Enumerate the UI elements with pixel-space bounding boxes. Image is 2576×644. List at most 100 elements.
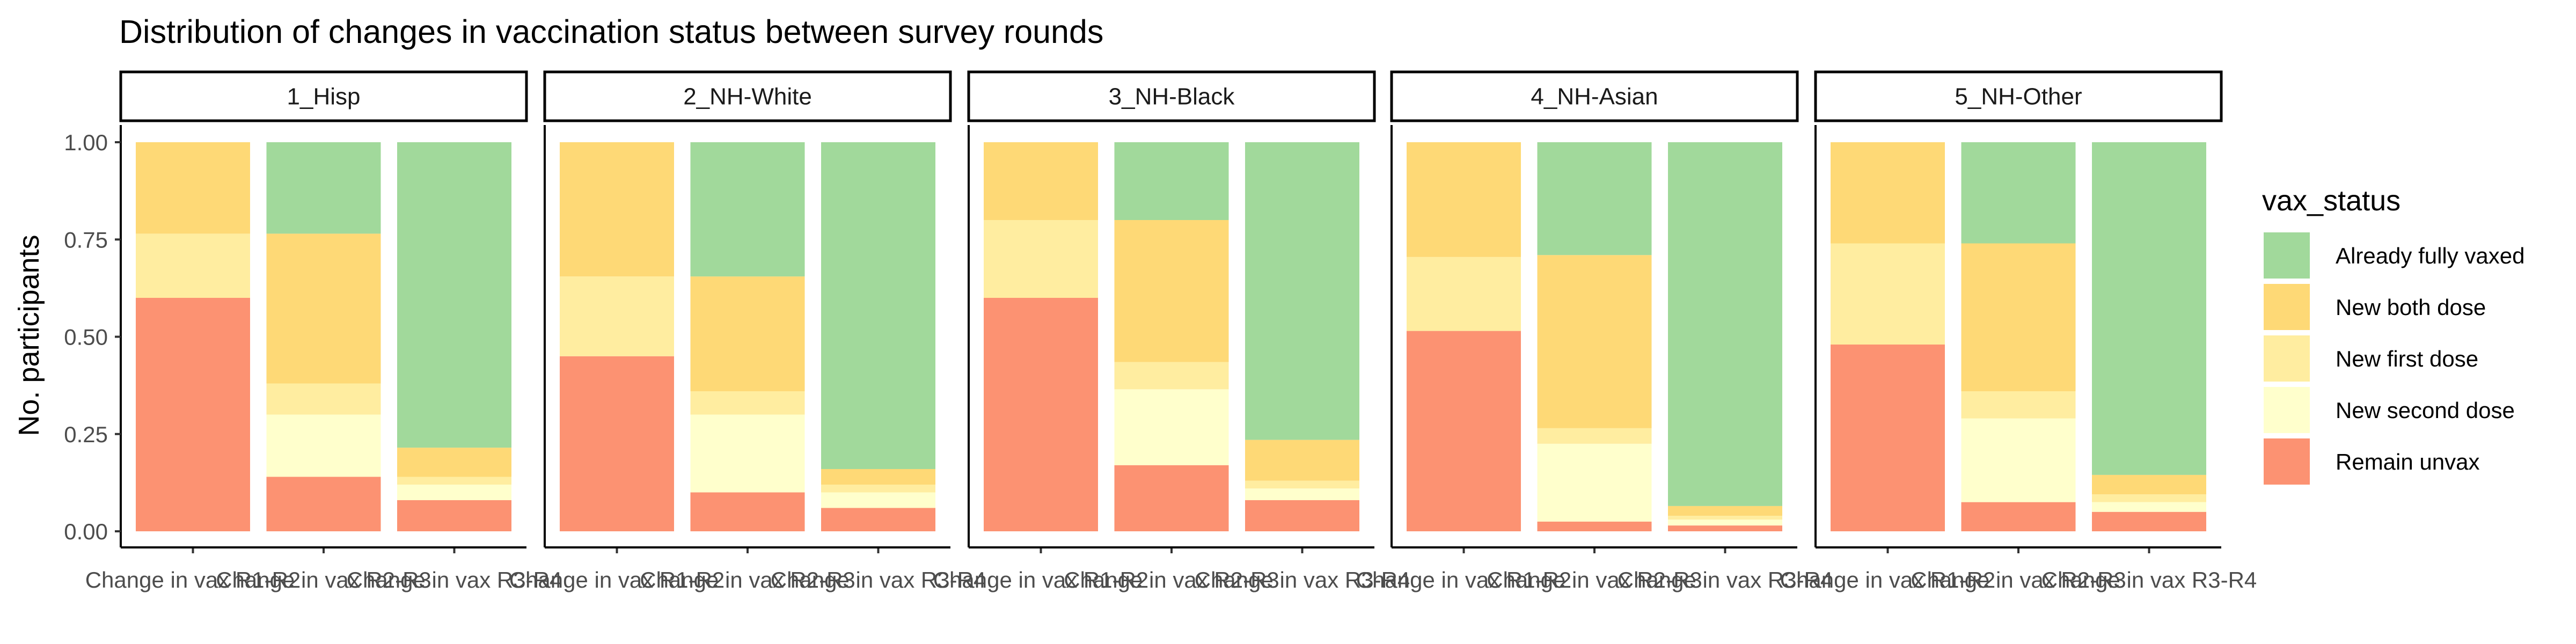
x-tick-label: Change in vax R1-R2 bbox=[1356, 567, 1572, 592]
bar-segment-remain-unvax bbox=[397, 500, 511, 531]
legend: vax_status Already fully vaxed New both d… bbox=[2262, 185, 2525, 485]
facet-panel-3-nh-black: 3_NH-Black Change in vax R1-R2 Change in v… bbox=[933, 70, 1410, 592]
x-tick-label: Change in vax R3-R4 bbox=[347, 567, 562, 592]
facet-strip-label: 2_NH-White bbox=[683, 84, 812, 110]
facet-strip-label: 4_NH-Asian bbox=[1531, 84, 1658, 110]
bar-segment-new-both-dose bbox=[266, 233, 381, 384]
bar-segment-remain-unvax bbox=[1114, 465, 1229, 531]
bar-segment-already-fully-vaxed bbox=[2092, 142, 2206, 475]
bar-segment-already-fully-vaxed bbox=[821, 142, 935, 469]
chart-title: Distribution of changes in vaccination s… bbox=[119, 13, 1103, 50]
bar-segment-new-first-dose bbox=[1537, 428, 1652, 444]
bar-segment-new-both-dose bbox=[560, 142, 674, 277]
legend-label-already-fully-vaxed: Already fully vaxed bbox=[2336, 243, 2525, 268]
x-tick-label: Change in vax R1-R2 bbox=[509, 567, 725, 592]
facet-strip-label: 1_Hisp bbox=[287, 84, 361, 110]
bar-segment-new-first-dose bbox=[1668, 516, 1782, 520]
bar-segment-remain-unvax bbox=[1407, 331, 1521, 531]
bar-segment-new-second-dose bbox=[266, 414, 381, 477]
x-tick-label: Change in vax R2-R3 bbox=[640, 567, 855, 592]
y-axis: 0.00 0.25 0.50 0.75 1.00 bbox=[64, 130, 121, 544]
bar-segment-new-second-dose bbox=[1961, 418, 2076, 502]
bar-segment-new-second-dose bbox=[821, 492, 935, 508]
bar-segment-new-first-dose bbox=[1831, 243, 1945, 345]
facet-strip bbox=[543, 70, 952, 122]
x-tick-label: Change in vax R2-R3 bbox=[1487, 567, 1702, 592]
y-tick-label: 0.25 bbox=[64, 422, 108, 447]
bar-segment-new-first-dose bbox=[1114, 362, 1229, 390]
bar-segment-remain-unvax bbox=[1245, 500, 1359, 531]
x-tick-label: Change in vax R3-R4 bbox=[1618, 567, 1833, 592]
x-tick-label: Change in vax R3-R4 bbox=[2041, 567, 2257, 592]
bar-segment-already-fully-vaxed bbox=[1537, 142, 1652, 255]
bar-segment-new-both-dose bbox=[821, 469, 935, 485]
bar-segment-new-first-dose bbox=[2092, 494, 2206, 502]
legend-label-new-first-dose: New first dose bbox=[2336, 346, 2478, 371]
bar-segment-remain-unvax bbox=[821, 508, 935, 531]
bar-segment-already-fully-vaxed bbox=[1961, 142, 2076, 244]
bar-segment-new-first-dose bbox=[560, 276, 674, 356]
bar-segment-remain-unvax bbox=[560, 356, 674, 531]
legend-title: vax_status bbox=[2262, 185, 2401, 217]
y-axis-title: No. participants bbox=[13, 235, 45, 436]
bar-segment-new-first-dose bbox=[984, 220, 1098, 298]
bar-segment-new-both-dose bbox=[984, 142, 1098, 220]
y-tick-label: 0.00 bbox=[64, 519, 108, 544]
bar-segment-new-both-dose bbox=[690, 276, 805, 391]
bar-segment-new-second-dose bbox=[690, 414, 805, 493]
bar-segment-already-fully-vaxed bbox=[1114, 142, 1229, 220]
bar-segment-new-first-dose bbox=[821, 485, 935, 493]
bar-segment-new-both-dose bbox=[1831, 142, 1945, 244]
x-tick-label: Change in vax R2-R3 bbox=[1911, 567, 2126, 592]
y-tick-label: 1.00 bbox=[64, 130, 108, 155]
legend-swatch-new-first-dose bbox=[2264, 335, 2310, 382]
bar-segment-remain-unvax bbox=[984, 298, 1098, 531]
legend-swatch-remain-unvax bbox=[2264, 438, 2310, 485]
x-tick-label: Change in vax R1-R2 bbox=[85, 567, 301, 592]
bar-segment-new-first-dose bbox=[397, 477, 511, 485]
bar-segment-new-first-dose bbox=[136, 233, 250, 298]
bar-segment-new-first-dose bbox=[1245, 480, 1359, 489]
legend-swatch-new-both-dose bbox=[2264, 284, 2310, 330]
legend-label-remain-unvax: Remain unvax bbox=[2336, 449, 2479, 474]
bar-segment-new-first-dose bbox=[266, 383, 381, 415]
x-tick-label: Change in vax R1-R2 bbox=[933, 567, 1149, 592]
bar-segment-new-both-dose bbox=[397, 448, 511, 477]
facet-strip bbox=[967, 70, 1376, 122]
bar-segment-remain-unvax bbox=[1537, 521, 1652, 531]
bar-segment-remain-unvax bbox=[1961, 502, 2076, 531]
bar-segment-remain-unvax bbox=[1668, 525, 1782, 531]
facet-strip bbox=[119, 70, 528, 122]
bar-segment-already-fully-vaxed bbox=[1245, 142, 1359, 440]
bar-segment-remain-unvax bbox=[136, 298, 250, 531]
bar-segment-new-both-dose bbox=[1114, 220, 1229, 362]
bar-segment-already-fully-vaxed bbox=[266, 142, 381, 234]
facet-strip-label: 3_NH-Black bbox=[1109, 84, 1235, 110]
bar-segment-new-second-dose bbox=[2092, 502, 2206, 512]
bar-segment-new-both-dose bbox=[1961, 243, 2076, 391]
x-tick-label: Change in vax R1-R2 bbox=[1780, 567, 1996, 592]
bar-segment-new-first-dose bbox=[690, 391, 805, 415]
facet-strip-label: 5_NH-Other bbox=[1955, 84, 2082, 110]
legend-swatch-new-second-dose bbox=[2264, 387, 2310, 433]
bar-segment-remain-unvax bbox=[266, 477, 381, 531]
bar-segment-new-both-dose bbox=[1407, 142, 1521, 257]
facet-strip bbox=[1390, 70, 1799, 122]
bar-segment-new-first-dose bbox=[1961, 391, 2076, 419]
bar-segment-new-both-dose bbox=[2092, 474, 2206, 495]
bar-segment-new-second-dose bbox=[1245, 488, 1359, 500]
bar-segment-already-fully-vaxed bbox=[1668, 142, 1782, 506]
y-tick-label: 0.75 bbox=[64, 227, 108, 252]
legend-swatch-already-fully-vaxed bbox=[2264, 232, 2310, 279]
x-tick-label: Change in vax R3-R4 bbox=[771, 567, 986, 592]
bar-segment-new-second-dose bbox=[1114, 389, 1229, 465]
facet-panel-1-hisp: 1_Hisp Change in vax R1-R2 Change in vax R… bbox=[85, 70, 562, 592]
facet-strip bbox=[1814, 70, 2223, 122]
x-tick-label: Change in vax R3-R4 bbox=[1195, 567, 1410, 592]
legend-label-new-both-dose: New both dose bbox=[2336, 295, 2486, 320]
bar-segment-remain-unvax bbox=[2092, 511, 2206, 531]
